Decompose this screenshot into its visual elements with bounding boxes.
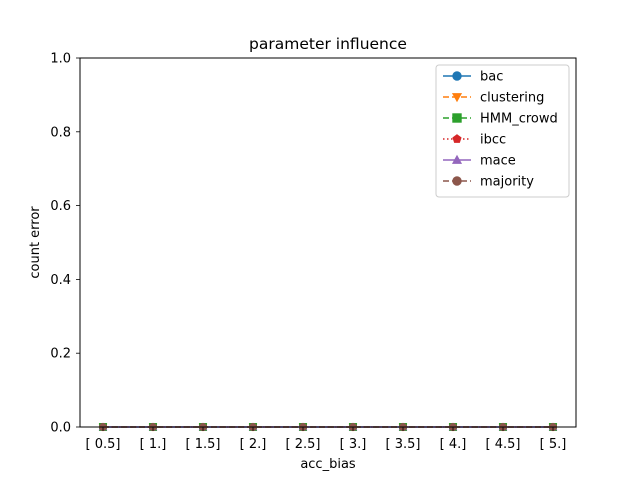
x-tick-label: [ 2.5] [286, 437, 321, 452]
chart-title: parameter influence [249, 35, 407, 53]
y-tick-label: 0.2 [50, 347, 71, 362]
x-tick-label: [ 4.5] [486, 437, 521, 452]
x-axis: [ 0.5] [ 1.] [ 1.5] [ 2.] [ 2.5] [ 3.] [ 3.5] [… [86, 427, 567, 452]
y-axis-label: count error [28, 206, 43, 279]
x-tick-label: [ 2.] [240, 437, 267, 452]
legend-item: HMM_crowd [443, 112, 558, 127]
y-tick-label: 1.0 [50, 52, 71, 67]
y-tick-label: 0.6 [50, 199, 71, 214]
legend-marker [451, 93, 463, 103]
y-tick-label: 0.0 [50, 421, 71, 436]
legend-label: mace [480, 154, 516, 169]
x-tick-label: [ 5.] [540, 437, 567, 452]
axes-frame [79, 57, 577, 428]
x-tick-label: [ 1.5] [186, 437, 221, 452]
legend-label: majority [480, 175, 534, 190]
x-tick-label: [ 1.] [140, 437, 167, 452]
y-axis: 0.0 0.2 0.4 0.6 0.8 1.0 [50, 52, 80, 436]
legend-item: clustering [443, 91, 544, 106]
legend-marker [452, 176, 462, 186]
legend-item: majority [443, 175, 534, 190]
y-tick-label: 0.8 [50, 125, 71, 140]
x-tick-label: [ 4.] [440, 437, 467, 452]
legend-box [435, 64, 570, 198]
legend-label: clustering [480, 91, 544, 106]
legend-label: bac [480, 70, 503, 85]
legend-item: ibcc [443, 133, 506, 148]
x-tick-label: [ 3.] [340, 437, 367, 452]
legend-label: ibcc [480, 133, 506, 148]
legend-item: bac [443, 70, 503, 85]
y-tick-label: 0.4 [50, 273, 71, 288]
x-tick-label: [ 0.5] [86, 437, 121, 452]
x-axis-label: acc_bias [300, 457, 356, 472]
legend-marker [452, 113, 462, 123]
legend-marker [452, 71, 462, 81]
legend-item: mace [443, 154, 516, 169]
legend-marker [451, 154, 463, 164]
legend-label: HMM_crowd [480, 112, 558, 127]
x-tick-label: [ 3.5] [386, 437, 421, 452]
legend-marker [452, 134, 462, 143]
